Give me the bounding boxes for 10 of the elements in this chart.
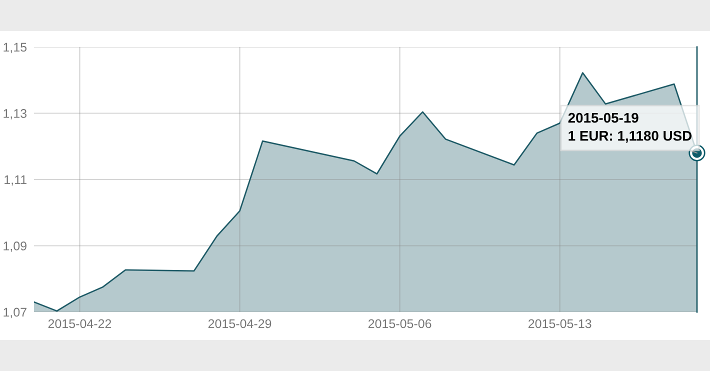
x-tick-label: 2015-05-06 bbox=[368, 319, 432, 328]
annotation: 2015-05-19 1 EUR: 1,1180 USD bbox=[568, 112, 692, 143]
x-tick-label: 2015-05-13 bbox=[528, 319, 592, 328]
y-tick-label: 1,09 bbox=[4, 242, 26, 252]
y-tick-label: 1,13 bbox=[4, 109, 27, 120]
x-tick-label: 2015-04-29 bbox=[208, 319, 272, 328]
x-tick-label: 2015-04-22 bbox=[48, 319, 112, 328]
y-tick-label: 1,11 bbox=[4, 175, 26, 186]
y-tick-label: 1,07 bbox=[4, 308, 26, 318]
y-tick-label: 1,15 bbox=[4, 42, 27, 54]
